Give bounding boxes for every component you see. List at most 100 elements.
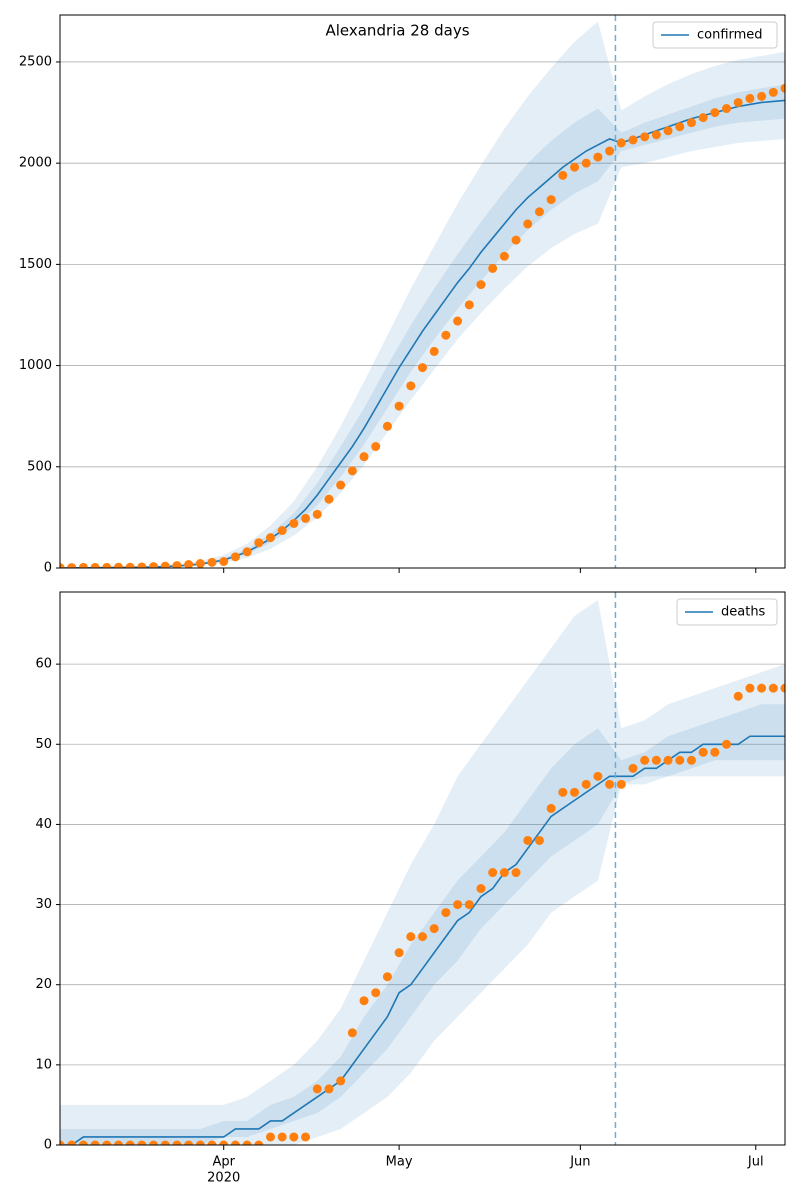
y-tick-label: 20	[35, 977, 52, 992]
observed-point	[418, 932, 427, 942]
observed-point	[336, 1076, 346, 1086]
x-tick-label: Jun	[569, 1155, 590, 1170]
observed-point	[570, 162, 580, 172]
y-tick-label: 2000	[19, 156, 52, 171]
observed-point	[499, 251, 509, 261]
observed-point	[324, 1084, 334, 1094]
observed-point	[453, 900, 463, 910]
observed-point	[324, 494, 334, 504]
observed-point	[382, 972, 392, 982]
axes-frame	[59, 591, 786, 1146]
observed-point	[394, 948, 404, 958]
observed-point	[511, 235, 521, 245]
confidence-band	[60, 84, 785, 568]
observed-point	[67, 563, 77, 568]
observed-point	[745, 683, 755, 693]
observed-point	[616, 779, 626, 789]
observed-point	[207, 1140, 217, 1145]
observed-point	[137, 562, 147, 568]
observed-point	[686, 118, 696, 128]
observed-point	[219, 557, 229, 567]
observed-point	[67, 1140, 77, 1145]
observed-point	[242, 1140, 252, 1145]
chart-title: Alexandria 28 days	[325, 22, 469, 40]
y-tick-label: 40	[35, 817, 52, 832]
observed-point	[651, 755, 661, 765]
observed-point	[686, 755, 696, 765]
observed-point	[394, 401, 404, 411]
confidence-band	[60, 21, 785, 568]
y-tick-label: 30	[35, 897, 52, 912]
observed-point	[406, 932, 416, 942]
observed-point	[102, 1140, 112, 1145]
observed-point	[277, 526, 287, 536]
observed-point	[722, 104, 732, 114]
observed-point	[768, 87, 778, 97]
observed-point	[534, 835, 544, 845]
observed-point	[137, 1140, 147, 1145]
observed-point	[359, 996, 369, 1006]
model-line	[60, 735, 785, 1145]
y-tick-label: 1500	[19, 257, 52, 272]
observed-point	[312, 1084, 322, 1094]
observed-point	[149, 562, 159, 568]
observed-point	[675, 755, 685, 765]
y-tick-label: 10	[35, 1057, 52, 1072]
observed-point	[745, 93, 755, 103]
observed-point	[125, 562, 135, 568]
observed-point	[464, 300, 474, 310]
observed-point	[312, 509, 322, 519]
observed-point	[768, 683, 778, 693]
observed-point	[347, 1028, 357, 1038]
x-year-label: 2020	[207, 1171, 240, 1186]
observed-point	[382, 421, 392, 431]
y-tick-label: 0	[44, 561, 52, 576]
axes-frame	[59, 14, 786, 569]
observed-point	[207, 557, 217, 567]
observed-point	[113, 562, 123, 568]
observed-point	[780, 83, 785, 93]
observed-point	[581, 779, 591, 789]
observed-point	[359, 452, 369, 462]
y-tick-label: 0	[44, 1138, 52, 1153]
observed-point	[301, 1132, 311, 1142]
observed-point	[219, 1140, 229, 1145]
observed-point	[429, 924, 439, 934]
observed-point	[265, 1132, 275, 1142]
y-tick-label: 2500	[19, 54, 52, 69]
observed-point	[102, 562, 112, 568]
plot-area	[60, 15, 785, 568]
observed-point	[534, 207, 544, 217]
observed-point	[663, 755, 673, 765]
observed-point	[558, 170, 568, 180]
observed-point	[195, 559, 205, 568]
observed-point	[733, 97, 743, 107]
observed-point	[60, 1140, 65, 1145]
observed-point	[172, 1140, 182, 1145]
observed-point	[605, 146, 615, 156]
observed-point	[722, 739, 732, 749]
observed-point	[488, 868, 498, 878]
observed-point	[558, 787, 568, 797]
observed-point	[464, 900, 474, 910]
observed-point	[347, 466, 357, 476]
observed-point	[488, 263, 498, 273]
observed-point	[60, 563, 65, 568]
observed-point	[675, 122, 685, 132]
observed-point	[149, 1140, 159, 1145]
observed-point	[336, 480, 346, 490]
observed-point	[710, 108, 720, 118]
x-tick-label: Apr	[212, 1155, 235, 1170]
observed-point	[242, 547, 252, 557]
observed-point	[172, 561, 182, 568]
observed-point	[651, 130, 661, 140]
observed-point	[78, 562, 88, 568]
observed-point	[593, 771, 603, 781]
observed-point	[628, 135, 638, 145]
observed-point	[616, 138, 626, 148]
observed-point	[289, 518, 299, 528]
y-tick-label: 50	[35, 737, 52, 752]
observed-point	[663, 126, 673, 136]
observed-point	[160, 1140, 170, 1145]
